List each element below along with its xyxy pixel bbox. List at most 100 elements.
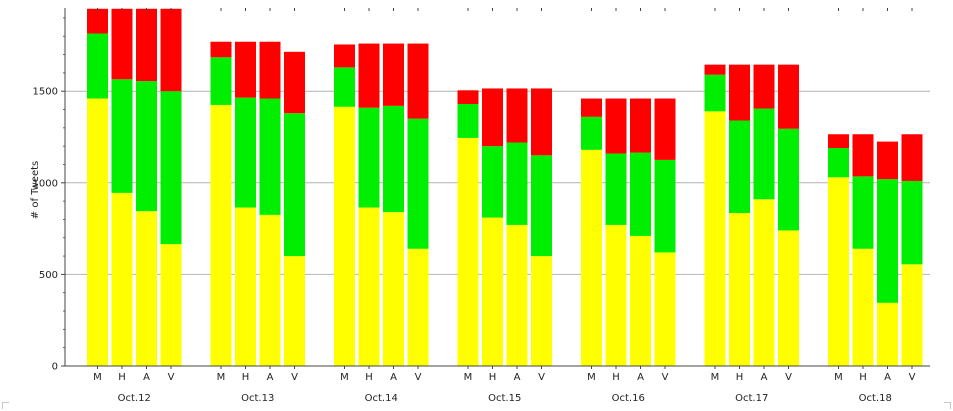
bar-segment-top <box>852 134 874 177</box>
bar-label: H <box>736 372 744 383</box>
bar-segment-bottom <box>160 244 182 366</box>
x-axis-ticks: M H A V Oct.12 M H A V Oct.13 M H A V Oct.14 M H A V Oct.15… <box>93 8 916 404</box>
bar-segment-top <box>877 141 898 180</box>
bar-segment-top <box>531 88 552 156</box>
bar-segment-middle <box>383 105 404 213</box>
bar-segment-bottom <box>852 248 874 366</box>
bar-segment-middle <box>457 104 479 138</box>
y-axis-ticks: 0 500 1000 1500 <box>33 17 65 373</box>
bar-segment-top <box>753 64 775 109</box>
bar-label: A <box>761 372 768 383</box>
bar-label: A <box>267 372 274 383</box>
bar-segment-bottom <box>778 230 799 366</box>
bar-segment-bottom <box>383 212 404 366</box>
bar-label: H <box>489 372 497 383</box>
bar-segment-middle <box>111 79 133 193</box>
bar-segment-top <box>259 41 281 99</box>
bar-label: V <box>415 372 422 383</box>
bar-segment-middle <box>704 74 726 112</box>
bar-segment-bottom <box>630 235 651 366</box>
group-label: Oct.14 <box>365 393 398 404</box>
group-label: Oct.16 <box>612 393 645 404</box>
bar-label: V <box>909 372 916 383</box>
bar-segment-middle <box>605 153 627 225</box>
bar-segment-top <box>482 88 503 147</box>
bar-segment-bottom <box>136 211 157 366</box>
bar-segment-bottom <box>654 252 676 366</box>
bar-label: V <box>168 372 175 383</box>
bar-segment-top <box>87 8 108 34</box>
bar-segment-middle <box>630 152 651 236</box>
bar-segment-middle <box>210 57 232 105</box>
bar-segment-middle <box>358 107 380 208</box>
bar-segment-bottom <box>210 104 232 366</box>
bars <box>87 8 923 367</box>
bar-segment-middle <box>235 97 256 208</box>
bar-segment-bottom <box>358 207 380 366</box>
bar-segment-middle <box>407 118 429 249</box>
bar-label: M <box>217 372 226 383</box>
bar-segment-bottom <box>877 302 898 366</box>
y-tick-label: 500 <box>39 270 58 281</box>
bar-segment-bottom <box>581 149 602 366</box>
y-axis-label: # of Tweets <box>30 161 41 219</box>
bar-label: H <box>365 372 373 383</box>
bar-segment-top <box>729 64 750 121</box>
bar-segment-bottom <box>753 199 775 366</box>
bar-label: V <box>538 372 545 383</box>
bar-segment-top <box>111 8 133 80</box>
bar-segment-bottom <box>284 256 305 366</box>
bar-segment-bottom <box>482 217 503 366</box>
bar-segment-bottom <box>506 224 528 366</box>
bar-segment-top <box>235 41 256 98</box>
bar-segment-top <box>407 43 429 119</box>
bar-label: A <box>637 372 644 383</box>
bar-label: H <box>612 372 620 383</box>
bar-segment-top <box>457 90 479 105</box>
bar-label: H <box>859 372 867 383</box>
bar-segment-middle <box>901 180 923 265</box>
bar-label: M <box>711 372 720 383</box>
bar-segment-bottom <box>828 177 849 366</box>
bar-segment-middle <box>828 147 849 178</box>
frame-corner-bottom-left <box>2 402 9 409</box>
bar-segment-top <box>654 98 676 160</box>
bar-segment-top <box>630 98 651 153</box>
bar-segment-bottom <box>457 137 479 366</box>
y-tick-label: 0 <box>52 362 58 373</box>
bar-segment-bottom <box>407 248 429 366</box>
bar-segment-top <box>901 134 923 181</box>
group-label: Oct.15 <box>488 393 521 404</box>
bar-label: A <box>390 372 397 383</box>
bar-segment-middle <box>778 128 799 231</box>
bar-segment-middle <box>753 108 775 200</box>
bar-segment-top <box>704 64 726 75</box>
frame-corner-bottom-right <box>944 402 951 409</box>
bar-segment-middle <box>160 91 182 245</box>
bar-segment-bottom <box>605 224 627 366</box>
bar-segment-bottom <box>531 256 552 366</box>
bar-label: H <box>118 372 126 383</box>
bar-segment-top <box>605 98 627 154</box>
bar-segment-bottom <box>111 192 133 366</box>
bar-label: M <box>587 372 596 383</box>
bar-label: A <box>884 372 891 383</box>
group-label: Oct.13 <box>241 393 274 404</box>
bar-label: M <box>93 372 102 383</box>
bar-segment-bottom <box>729 213 750 366</box>
bar-segment-bottom <box>235 207 256 366</box>
bar-label: V <box>662 372 669 383</box>
bar-segment-middle <box>136 81 157 212</box>
bar-label: V <box>291 372 298 383</box>
bar-segment-top <box>284 51 305 114</box>
bar-segment-middle <box>482 146 503 218</box>
bar-segment-top <box>828 134 849 148</box>
axes <box>64 8 930 367</box>
bar-segment-top <box>506 88 528 143</box>
bar-label: H <box>242 372 250 383</box>
bar-segment-top <box>383 43 404 106</box>
bar-label: M <box>464 372 473 383</box>
bar-label: M <box>340 372 349 383</box>
y-tick-label: 1000 <box>33 178 58 189</box>
